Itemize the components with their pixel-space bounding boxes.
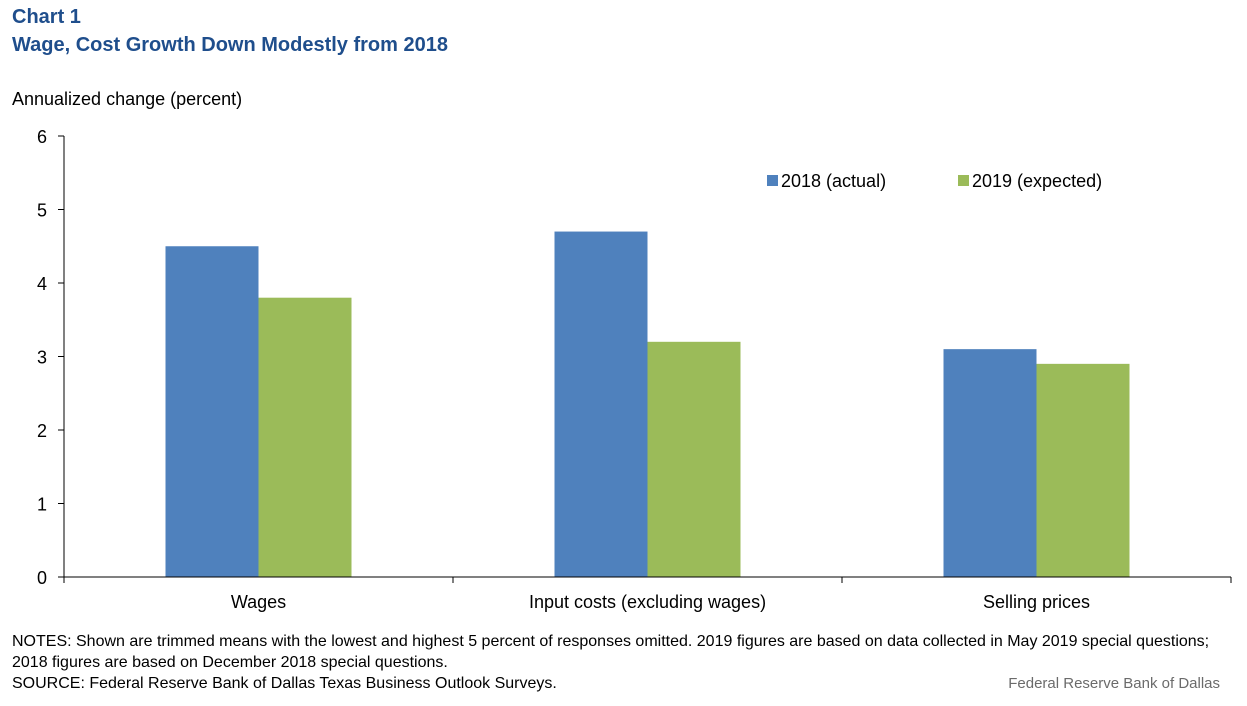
bar-actual-2018-1: [165, 246, 259, 577]
credit-text: Federal Reserve Bank of Dallas: [1008, 675, 1220, 692]
y-tick-label: 1: [37, 495, 47, 515]
y-tick-label: 6: [37, 127, 47, 147]
bar-expected-2019-2: [647, 341, 741, 577]
legend-label: 2019 (expected): [972, 171, 1102, 191]
y-tick-label: 2: [37, 421, 47, 441]
bar-actual-2018-2: [554, 231, 648, 578]
bar-expected-2019-3: [1036, 363, 1130, 577]
bar-actual-2018-3: [943, 349, 1037, 577]
chart-title: Wage, Cost Growth Down Modestly from 201…: [12, 34, 448, 56]
x-tick-label: Selling prices: [983, 592, 1090, 612]
chart-number: Chart 1: [12, 6, 81, 28]
bar-expected-2019-1: [258, 297, 352, 577]
x-tick-label: Input costs (excluding wages): [529, 592, 766, 612]
legend-label: 2018 (actual): [781, 171, 886, 191]
notes-block: NOTES: Shown are trimmed means with the …: [12, 631, 1237, 694]
x-tick-label: Wages: [231, 592, 286, 612]
source-text: SOURCE: Federal Reserve Bank of Dallas T…: [12, 675, 557, 692]
y-tick-label: 0: [37, 568, 47, 588]
notes-text: NOTES: Shown are trimmed means with the …: [12, 633, 1210, 671]
y-tick-label: 3: [37, 348, 47, 368]
legend-swatch: [767, 175, 778, 186]
y-tick-label: 5: [37, 201, 47, 221]
y-tick-label: 4: [37, 274, 47, 294]
legend-swatch: [958, 175, 969, 186]
y-axis-label: Annualized change (percent): [12, 89, 243, 109]
